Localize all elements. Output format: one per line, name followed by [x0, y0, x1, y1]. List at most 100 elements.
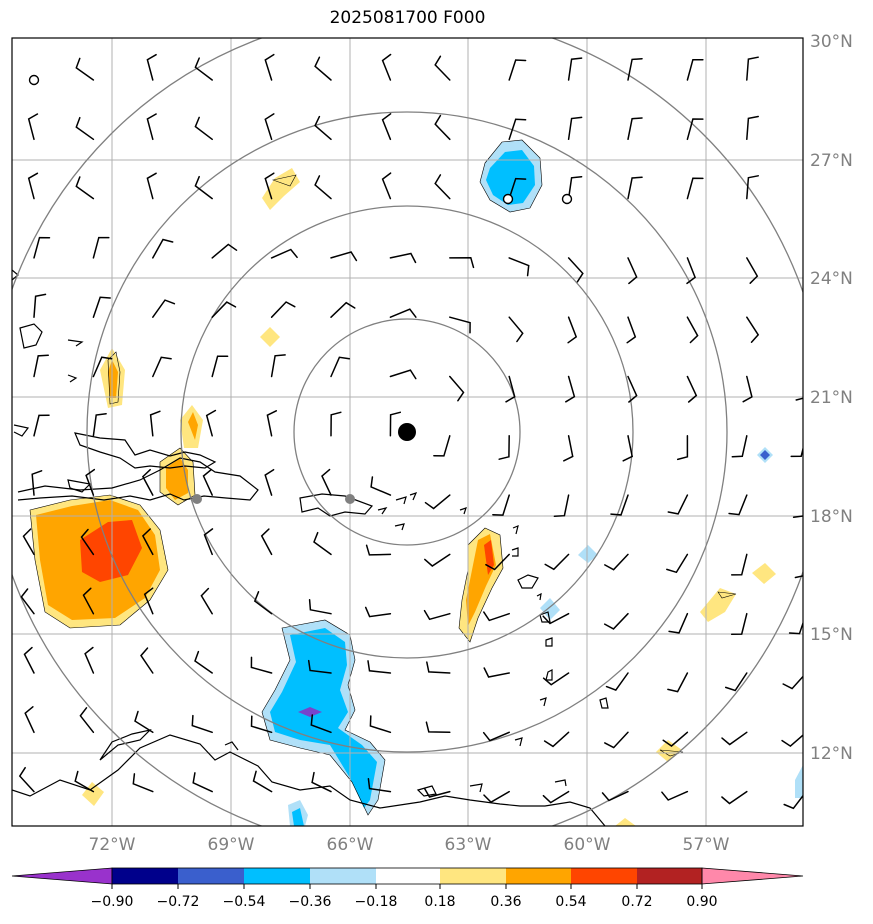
wind-barb	[253, 591, 273, 615]
wind-barb	[314, 56, 332, 81]
wind-barb	[250, 656, 273, 674]
colorbar-segment	[637, 868, 702, 884]
wind-barb	[211, 243, 238, 259]
lon-label: 63°W	[445, 835, 492, 855]
lat-label: 15°N	[810, 625, 853, 645]
wind-barb	[806, 61, 824, 81]
colorbar-label: 0.54	[555, 894, 586, 910]
wind-barb	[788, 620, 803, 635]
wind-barb	[728, 494, 748, 516]
wind-barb	[381, 172, 392, 200]
colorbar-segment	[376, 868, 440, 884]
wind-barb	[200, 587, 213, 615]
coastlines	[12, 269, 609, 826]
wind-barb	[152, 299, 176, 318]
lon-label: 72°W	[89, 835, 136, 855]
colorbar-segment	[506, 868, 571, 884]
wind-barb	[24, 706, 35, 734]
wind-barb	[146, 113, 157, 141]
storm-center-marker	[398, 423, 416, 441]
wind-barb	[146, 172, 157, 200]
wind-barb	[22, 528, 35, 556]
wind-barb	[567, 57, 583, 81]
wind-barb	[610, 494, 629, 516]
contour-outlines	[29, 139, 737, 816]
wind-barb	[270, 248, 298, 259]
colorbar-extend-high	[701, 867, 804, 885]
wind-barb	[483, 667, 510, 678]
wind-barb	[544, 553, 570, 571]
wind-barb	[33, 236, 51, 259]
wind-barb	[505, 375, 516, 403]
wind-barb	[143, 587, 154, 615]
wind-barb	[85, 468, 96, 496]
wind-barb	[746, 316, 760, 343]
wind-barb	[622, 435, 634, 462]
wind-barb	[146, 53, 157, 81]
wind-barb	[252, 770, 273, 793]
wind-barb	[627, 375, 638, 403]
wind-barb	[370, 476, 392, 496]
wind-barb	[194, 57, 213, 81]
wind-barb	[627, 117, 643, 141]
lon-label: 69°W	[208, 835, 255, 855]
wind-barb	[806, 317, 815, 343]
wind-barb	[92, 412, 107, 437]
wind-barb	[75, 57, 95, 81]
wind-barb	[483, 611, 510, 622]
wind-barb	[604, 731, 629, 749]
wind-barb	[27, 113, 39, 141]
positive-field-east	[459, 528, 776, 826]
wind-barb	[203, 528, 214, 556]
wind-barb	[330, 301, 356, 318]
wind-barb	[542, 612, 570, 625]
wind-barb	[721, 731, 748, 746]
track-point-1	[192, 494, 202, 504]
wind-barb	[365, 544, 392, 556]
wind-barb	[667, 672, 689, 693]
wind-barb	[27, 172, 39, 200]
wind-barb	[686, 177, 704, 200]
wind-barb	[806, 120, 824, 140]
wind-barb	[563, 435, 574, 462]
wind-barb	[260, 528, 273, 556]
wind-barb	[686, 316, 699, 344]
wind-barb	[424, 553, 451, 567]
wind-barb	[567, 257, 584, 283]
wind-barb	[92, 236, 110, 259]
wind-barb	[627, 57, 643, 81]
wind-barb	[627, 257, 638, 285]
longitude-labels: 72°W 69°W 66°W 63°W 60°W 57°W	[89, 835, 730, 855]
wind-barb	[666, 553, 689, 574]
wind-barb	[33, 293, 47, 318]
wind-barb	[307, 659, 332, 674]
colorbar-label: 0.90	[686, 894, 717, 910]
wind-barb	[676, 435, 689, 461]
wind-barb	[482, 731, 510, 742]
wind-barb	[434, 174, 451, 200]
wind-barb	[746, 56, 759, 81]
lat-label: 21°N	[810, 388, 853, 408]
wind-barb	[790, 445, 803, 458]
wind-barb	[23, 646, 35, 674]
wind-barb	[806, 179, 824, 199]
wind-barb	[508, 257, 530, 277]
wind-barb	[686, 118, 704, 141]
colorbar-label: −0.54	[223, 894, 266, 910]
wind-barb	[191, 714, 213, 734]
wind-barb	[79, 707, 95, 734]
wind-barb	[601, 790, 629, 802]
wind-barb	[746, 115, 759, 141]
wind-barb	[746, 175, 759, 200]
wind-barb	[141, 528, 154, 556]
wind-barb	[542, 672, 570, 686]
wind-barb	[314, 175, 332, 200]
wind-barb	[508, 177, 527, 200]
wind-barb	[603, 612, 629, 630]
wind-barb	[792, 513, 803, 518]
lat-label: 30°N	[810, 32, 853, 52]
colorbar: −0.90 −0.72 −0.54 −0.36 −0.18 0.18 0.36 …	[11, 867, 804, 910]
wind-barb	[367, 660, 392, 674]
wind-barb	[449, 256, 475, 269]
wind-barb	[662, 731, 689, 747]
